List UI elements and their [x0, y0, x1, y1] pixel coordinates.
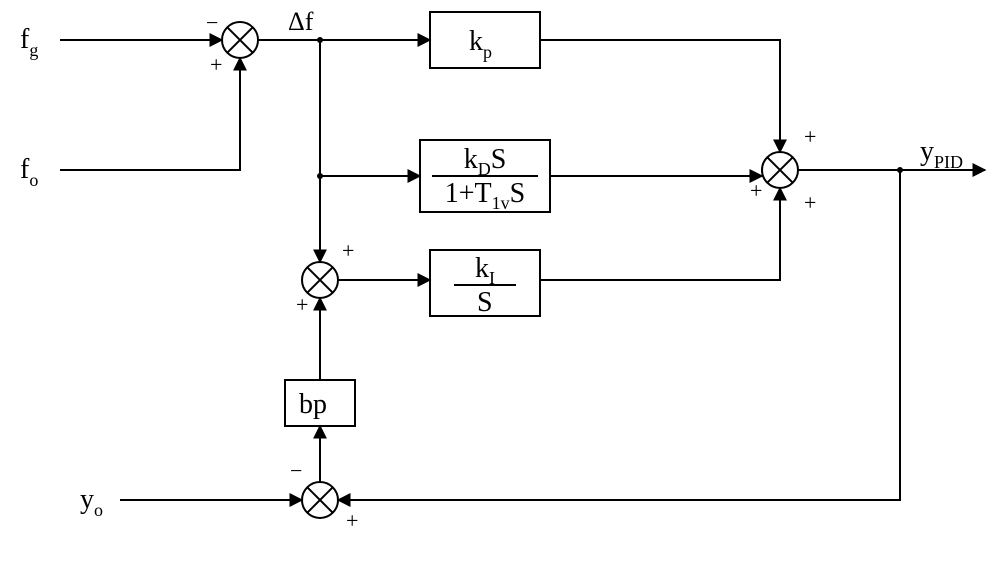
sign-s4_bottom_plus: + — [804, 190, 816, 215]
label-ypid: yPID — [920, 136, 963, 172]
sign-s1_left_minus: − — [206, 10, 218, 35]
wire — [540, 188, 780, 280]
label-kp: kp — [469, 26, 492, 62]
wire — [338, 170, 900, 500]
node-dot — [317, 173, 323, 179]
label-delta-f: Δf — [288, 7, 314, 36]
label-kd-den: 1+T1vS — [445, 178, 525, 213]
label-ki-num: kI — [475, 253, 495, 288]
sign-s2_top_plus: + — [342, 238, 354, 263]
label-ki-den: S — [477, 287, 493, 318]
label-yo: yo — [80, 484, 103, 520]
sign-s1_bottom_plus: + — [210, 52, 222, 77]
sign-s4_top_plus: + — [804, 124, 816, 149]
label-fo: fo — [20, 154, 38, 190]
wire — [540, 40, 780, 152]
sign-s4_left_plus: + — [750, 178, 762, 203]
label-fg: fg — [20, 24, 38, 60]
label-kd-num: kDS — [464, 144, 507, 179]
sign-s3_right_plus: + — [346, 508, 358, 533]
node-dot — [897, 167, 903, 173]
sign-s2_bottom_plus: + — [296, 292, 308, 317]
sign-s3_left_minus: − — [290, 458, 302, 483]
label-bp: bp — [299, 389, 327, 420]
node-dot — [317, 37, 323, 43]
